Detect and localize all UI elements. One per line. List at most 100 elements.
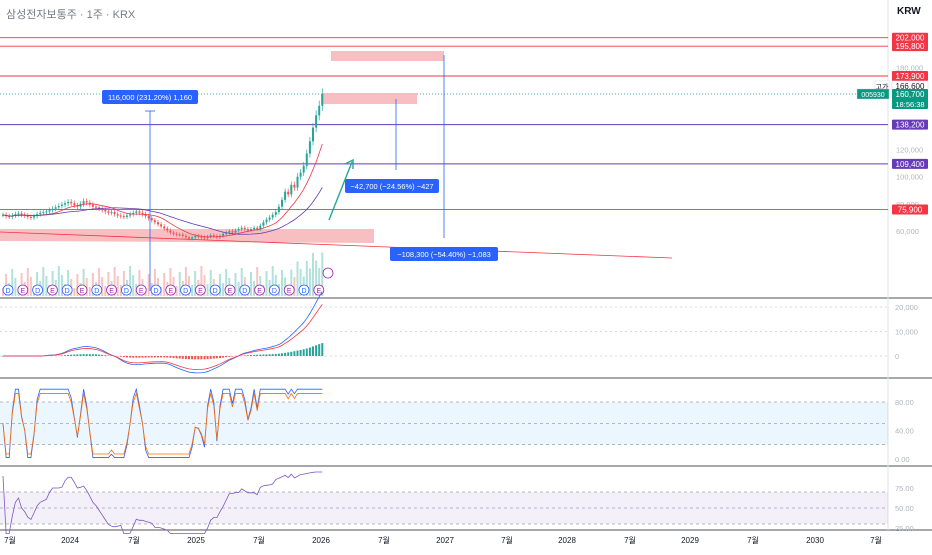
time-axis-label: 7월: [501, 535, 513, 545]
candle-body: [272, 215, 274, 218]
macd-line: [3, 291, 322, 372]
macd-histogram-bar: [126, 356, 128, 357]
macd-histogram-bar: [76, 354, 78, 356]
macd-histogram-bar: [247, 355, 249, 356]
macd-histogram-bar: [61, 355, 63, 356]
macd-histogram-bar: [148, 356, 150, 358]
candle-body: [222, 234, 224, 236]
macd-histogram-bar: [70, 355, 72, 356]
moving-average-line: [3, 144, 322, 237]
volume-bar: [45, 276, 47, 296]
event-marker-label: E: [20, 288, 25, 295]
candle-body: [194, 236, 196, 237]
candle-body: [30, 217, 32, 218]
volume-bar: [101, 277, 103, 296]
volume-bar: [235, 273, 237, 296]
macd-histogram-bar: [123, 356, 125, 357]
candle-body: [321, 94, 323, 106]
macd-histogram-bar: [98, 355, 100, 356]
event-marker-label: E: [198, 288, 203, 295]
resistance-zone: [331, 51, 444, 61]
price-axis-label-text: 109,400: [896, 160, 925, 169]
macd-histogram-bar: [207, 356, 209, 359]
candle-body: [303, 166, 305, 173]
macd-histogram-bar: [306, 348, 308, 356]
candle-body: [306, 154, 308, 166]
candle-body: [287, 192, 289, 195]
candle-body: [33, 216, 35, 217]
event-marker-label: D: [35, 288, 40, 295]
volume-bar: [132, 275, 134, 296]
candle-body: [266, 220, 268, 223]
macd-histogram-bar: [266, 354, 268, 356]
measure-label: −42,700 (−24.56%) −427: [350, 182, 433, 191]
macd-histogram-bar: [253, 355, 255, 356]
macd-histogram-bar: [157, 356, 159, 357]
macd-histogram-bar: [315, 345, 317, 356]
event-marker-label: D: [213, 288, 218, 295]
volume-bar: [222, 283, 224, 296]
candle-body: [120, 216, 122, 217]
macd-histogram-bar: [284, 353, 286, 356]
macd-histogram-bar: [200, 356, 202, 359]
time-axis-label: 2028: [558, 536, 576, 545]
candle-body: [163, 226, 165, 228]
candle-body: [179, 235, 181, 236]
macd-histogram-bar: [312, 346, 314, 356]
macd-histogram-bar: [73, 355, 75, 356]
time-axis-label: 7월: [378, 535, 390, 545]
candle-body: [166, 228, 168, 230]
candle-body: [176, 234, 178, 235]
candle-body: [256, 228, 258, 229]
event-marker-label: D: [124, 288, 129, 295]
event-marker-label: E: [228, 288, 233, 295]
candle-body: [284, 192, 286, 200]
macd-histogram-bar: [297, 351, 299, 356]
candle-body: [210, 235, 212, 236]
macd-histogram-bar: [92, 354, 94, 356]
macd-histogram-bar: [303, 349, 305, 356]
macd-histogram-bar: [169, 356, 171, 358]
time-axis-label: 2025: [187, 536, 205, 545]
candle-body: [185, 236, 187, 237]
volume-bar: [281, 270, 283, 296]
projection-arrowhead: [345, 160, 353, 169]
macd-histogram-bar: [210, 356, 212, 359]
candle-body: [200, 237, 202, 238]
macd-histogram-bar: [154, 356, 156, 357]
candle-body: [231, 231, 233, 232]
candle-body: [42, 212, 44, 213]
candle-body: [312, 128, 314, 142]
macd-histogram-bar: [222, 356, 224, 358]
candle-body: [278, 207, 280, 212]
macd-histogram-bar: [95, 354, 97, 356]
macd-histogram-bar: [173, 356, 175, 358]
candle-body: [123, 216, 125, 217]
macd-histogram-bar: [259, 355, 261, 356]
macd-histogram-bar: [300, 350, 302, 356]
time-axis-label: 2027: [436, 536, 454, 545]
price-tick-label: 100,000: [896, 173, 923, 182]
macd-histogram-bar: [225, 356, 227, 357]
candle-body: [160, 224, 162, 226]
candle-body: [315, 115, 317, 127]
rsi-tick-label: 75.00: [895, 484, 914, 493]
time-axis-label: 2024: [61, 536, 79, 545]
volume-bar: [266, 271, 268, 296]
measure-label: 116,000 (231.20%) 1,160: [108, 93, 192, 102]
event-marker-label: D: [183, 288, 188, 295]
volume-bar: [250, 272, 252, 296]
macd-histogram-bar: [191, 356, 193, 359]
volume-bar: [191, 285, 193, 296]
event-marker-label: D: [242, 288, 247, 295]
event-marker-label: E: [109, 288, 114, 295]
currency-label[interactable]: KRW: [897, 6, 921, 17]
volume-bar: [207, 284, 209, 296]
volume-bar: [117, 276, 119, 296]
price-axis-label-text: 160,700: [896, 90, 925, 99]
volume-bar: [309, 269, 311, 297]
candle-body: [191, 237, 193, 238]
time-axis-label: 7월: [4, 535, 16, 545]
macd-histogram-bar: [194, 356, 196, 359]
